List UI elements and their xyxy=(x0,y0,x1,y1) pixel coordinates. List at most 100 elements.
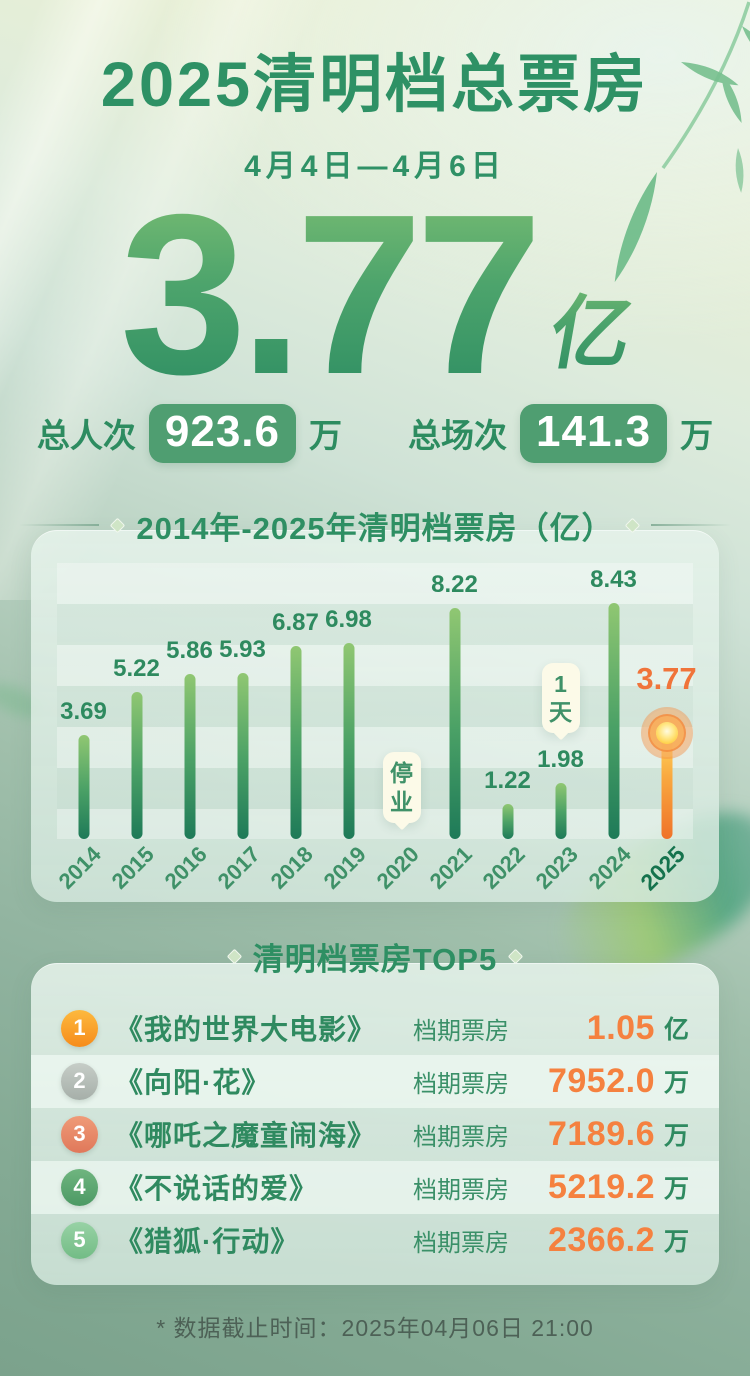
bar-value-label: 6.98 xyxy=(325,606,372,634)
chart-title: 2014年-2025年清明档票房（亿） xyxy=(136,510,614,546)
x-axis-label-2018: 2018 xyxy=(265,841,322,899)
chart-column-2015: 5.22 xyxy=(110,563,163,839)
bar-value-label: 5.22 xyxy=(113,655,160,683)
decor-diamond-icon xyxy=(507,948,524,964)
top5-title-row: 清明档票房TOP5 xyxy=(0,934,750,979)
row-value: 7952.0 xyxy=(547,1061,655,1100)
stat-label: 总场次 xyxy=(408,417,507,455)
row-value-unit: 万 xyxy=(663,1228,689,1257)
year-label: 2018 xyxy=(265,841,318,894)
bar-value-label: 3.69 xyxy=(60,698,107,726)
top5-row-1: 1 《我的世界大电影》 档期票房 1.05 亿 xyxy=(31,1002,719,1055)
row-value: 1.05 xyxy=(586,1008,655,1047)
chart-bar xyxy=(449,608,460,839)
row-value-label: 档期票房 xyxy=(412,1017,509,1045)
highlight-glow-icon xyxy=(655,722,678,744)
decor-diamond-icon xyxy=(226,948,243,964)
chart-bar xyxy=(78,735,89,839)
year-label: 2022 xyxy=(477,841,530,894)
chart-bar xyxy=(555,783,566,839)
total-box-office-unit: 亿 xyxy=(542,269,642,385)
year-label: 2016 xyxy=(159,841,212,894)
total-box-office: 3.77 亿 xyxy=(0,179,750,412)
x-axis-label-2022: 2022 xyxy=(477,841,534,899)
rank-badge: 1 xyxy=(61,1009,98,1047)
year-label: 2025 xyxy=(634,840,690,895)
annotation-bubble: 停业 xyxy=(382,752,421,823)
chart-x-axis: 2014 2015 2016 2017 2018 2019 2020 2021 2022 2023… xyxy=(53,840,693,899)
history-chart-section: 2014年-2025年清明档票房（亿） 3.69 5.22 5.86 5.93 6.87… xyxy=(0,503,750,902)
annotation-bubble: 1天 xyxy=(541,663,580,734)
chart-plot: 3.69 5.22 5.86 5.93 6.87 6.98 停业 8.22 1.22 1.98 1天… xyxy=(57,562,697,839)
movie-title: 《向阳·花》 xyxy=(115,1067,271,1099)
year-label: 2023 xyxy=(530,841,583,894)
row-value: 7189.6 xyxy=(547,1114,655,1153)
x-axis-label-2017: 2017 xyxy=(212,841,269,899)
chart-column-2018: 6.87 xyxy=(269,563,322,839)
x-axis-label-2015: 2015 xyxy=(106,841,163,899)
bar-value-label: 5.93 xyxy=(219,635,266,663)
page-title: 2025清明档总票房 xyxy=(100,50,650,120)
chart-column-2023: 1.98 1天 xyxy=(534,563,587,839)
bar-value-label: 8.43 xyxy=(590,565,637,593)
chart-column-2016: 5.86 xyxy=(163,563,216,839)
stat-value-badge: 923.6 xyxy=(148,403,296,463)
chart-column-2021: 8.22 xyxy=(428,563,481,839)
chart-column-2020: 停业 xyxy=(375,563,428,839)
rank-badge: 3 xyxy=(61,1115,98,1153)
decor-line-icon xyxy=(19,524,100,527)
year-label: 2014 xyxy=(53,841,106,894)
total-box-office-value: 3.77 xyxy=(119,168,543,422)
decor-diamond-icon xyxy=(624,517,640,533)
row-value-label: 档期票房 xyxy=(412,1176,509,1204)
decor-diamond-icon xyxy=(110,517,126,533)
stat-total-admissions: 总人次 923.6 万 xyxy=(36,403,342,463)
rank-badge: 4 xyxy=(61,1168,98,1206)
top5-row-5: 5 《猎狐·行动》 档期票房 2366.2 万 xyxy=(31,1214,719,1267)
chart-column-2017: 5.93 xyxy=(216,563,269,839)
x-axis-label-2023: 2023 xyxy=(530,841,587,899)
bar-value-label: 1.22 xyxy=(484,767,531,795)
chart-column-2025: 3.77 xyxy=(636,563,697,839)
row-value-unit: 万 xyxy=(663,1175,689,1204)
chart-bar xyxy=(290,646,301,839)
stat-label: 总人次 xyxy=(36,417,136,455)
movie-title: 《我的世界大电影》 xyxy=(115,1014,377,1046)
year-label: 2017 xyxy=(212,841,265,894)
year-label: 2020 xyxy=(371,841,424,894)
x-axis-label-2024: 2024 xyxy=(583,841,640,899)
top5-section: 清明档票房TOP5 1 《我的世界大电影》 档期票房 1.05 亿 2 《向阳·花》 档期票房… xyxy=(0,934,750,1285)
movie-title: 《哪吒之魔童闹海》 xyxy=(115,1120,377,1152)
bar-value-label: 1.98 xyxy=(537,746,584,774)
row-value-label: 档期票房 xyxy=(412,1070,509,1098)
year-label: 2021 xyxy=(424,841,477,894)
decor-line-icon xyxy=(650,524,731,527)
bar-value-label: 6.87 xyxy=(272,609,319,637)
row-value-unit: 亿 xyxy=(663,1016,689,1045)
stat-total-screenings: 总场次 141.3 万 xyxy=(408,403,714,463)
row-value: 5219.2 xyxy=(547,1167,655,1206)
top5-row-2: 2 《向阳·花》 档期票房 7952.0 万 xyxy=(31,1054,719,1108)
poster: 2025清明档总票房 4月4日—4月6日 3.77 亿 总人次 923.6 万 … xyxy=(0,0,750,1343)
chart-bar xyxy=(661,733,672,839)
chart-bar xyxy=(502,804,513,839)
bar-value-label: 5.86 xyxy=(166,637,213,665)
chart-column-2019: 6.98 xyxy=(322,563,375,839)
bar-value-label: 3.77 xyxy=(636,661,697,696)
movie-title: 《不说话的爱》 xyxy=(115,1173,319,1205)
x-axis-label-2025: 2025 xyxy=(635,840,693,899)
data-cutoff-note: * 数据截止时间：2025年04月06日 21:00 xyxy=(156,1314,594,1341)
stat-value-badge: 141.3 xyxy=(520,403,668,463)
row-value-unit: 万 xyxy=(663,1069,689,1098)
chart-title-row: 2014年-2025年清明档票房（亿） xyxy=(0,503,750,548)
year-label: 2024 xyxy=(583,841,636,894)
chart-card: 3.69 5.22 5.86 5.93 6.87 6.98 停业 8.22 1.22 1.98 1天… xyxy=(31,529,719,902)
stat-unit: 万 xyxy=(680,417,714,455)
chart-column-2024: 8.43 xyxy=(587,563,640,839)
rank-badge: 5 xyxy=(61,1221,98,1259)
chart-bar xyxy=(131,692,142,839)
chart-bar xyxy=(608,602,619,839)
row-value-label: 档期票房 xyxy=(412,1123,509,1151)
year-label: 2015 xyxy=(106,841,159,894)
bar-value-label: 8.22 xyxy=(431,571,478,599)
